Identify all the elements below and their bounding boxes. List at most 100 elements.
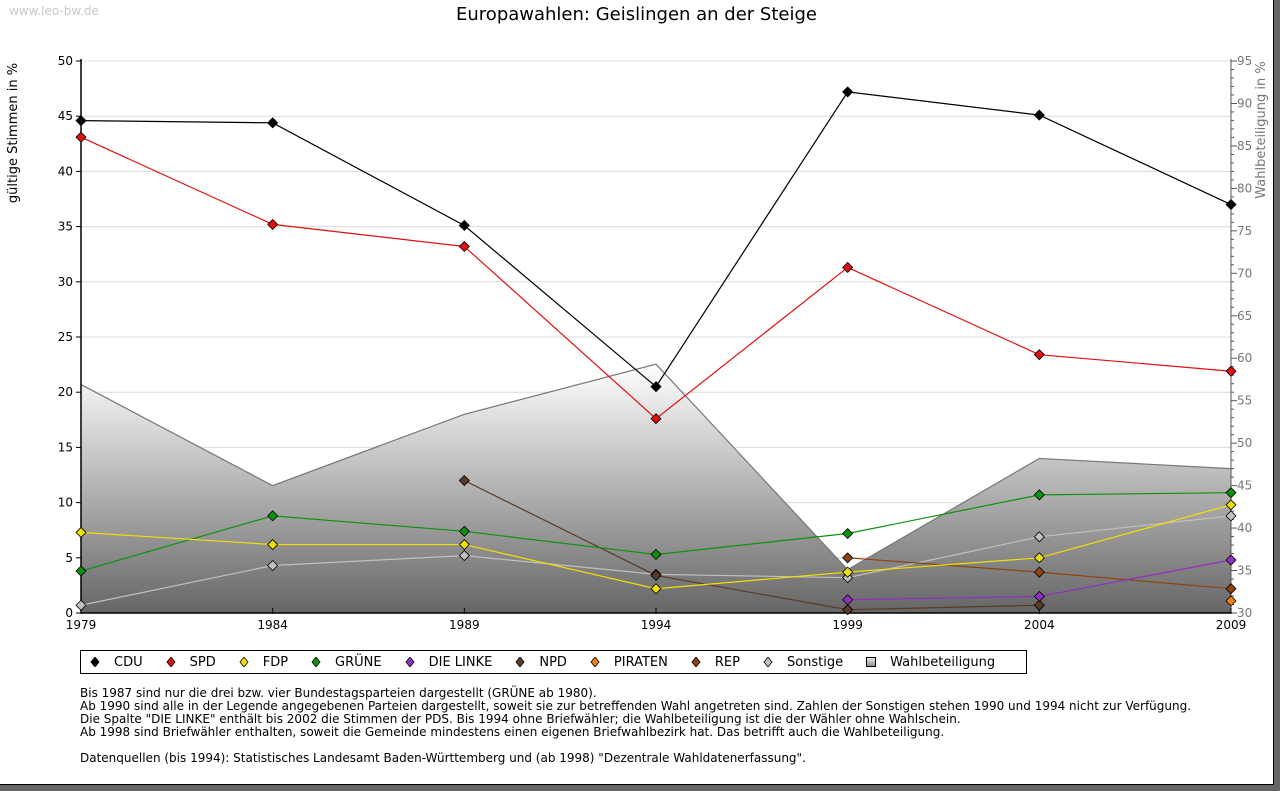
data-point: [650, 583, 662, 595]
legend-swatch: [590, 657, 600, 667]
legend-diamond-icon: [405, 657, 415, 667]
y-tick-label: 5: [65, 551, 73, 565]
series-layer: [75, 86, 1237, 616]
data-point: [650, 548, 662, 561]
legend-item: DIE LINKE: [405, 655, 492, 670]
legend-item: CDU: [90, 655, 143, 670]
y-tick-label: 15: [58, 440, 73, 454]
data-point: [1225, 583, 1237, 595]
data-point: [1033, 590, 1045, 603]
y-tick-label: 35: [58, 220, 73, 234]
y2-axis-label: Wahlbeteiligung in %: [1254, 61, 1269, 198]
chart-title: Europawahlen: Geislingen an der Steige: [456, 4, 817, 25]
data-point: [1033, 552, 1045, 564]
data-point: [458, 525, 470, 537]
source-note: Datenquellen (bis 1994): Statistisches L…: [80, 751, 806, 765]
legend-item: SPD: [166, 655, 216, 670]
legend-swatch: [311, 657, 321, 667]
series-line: [80, 91, 1232, 388]
data-point: [1033, 489, 1045, 501]
series-rep: [842, 552, 1237, 595]
data-point: [650, 381, 662, 393]
legend-item: GRÜNE: [311, 655, 382, 670]
data-point: [1033, 349, 1045, 361]
y2-tick-label: 70: [1237, 266, 1252, 280]
y2-tick-label: 35: [1237, 564, 1252, 578]
series-fdp: [75, 499, 1237, 595]
legend-item: Wahlbeteiligung: [866, 655, 995, 670]
turnout-area-edge: [80, 363, 1232, 571]
data-point: [458, 538, 470, 551]
legend-diamond-icon: [166, 657, 176, 667]
data-point: [267, 218, 279, 230]
x-tick-label: 1999: [832, 618, 863, 632]
data-point: [75, 115, 87, 127]
y-tick-label: 50: [58, 54, 73, 68]
legend-item: Sonstige: [763, 655, 843, 670]
legend-swatch: [866, 657, 877, 667]
data-point: [267, 510, 279, 522]
data-point: [458, 550, 470, 562]
data-point: [75, 131, 87, 143]
legend-item: NPD: [515, 655, 567, 670]
legend-swatch: [515, 657, 525, 667]
series-grüne: [75, 487, 1237, 577]
data-point: [650, 569, 662, 582]
legend-label: REP: [714, 654, 740, 670]
data-point: [842, 261, 854, 274]
data-point: [75, 565, 87, 577]
data-point: [458, 219, 470, 232]
data-point: [1225, 499, 1237, 511]
y2-tick-label: 60: [1237, 351, 1252, 365]
y-tick-label: 25: [58, 330, 73, 344]
note-line: Bis 1987 sind nur die drei bzw. vier Bun…: [80, 686, 597, 700]
data-point: [1033, 599, 1045, 611]
data-point: [842, 604, 854, 616]
legend-square-icon: [866, 657, 877, 667]
data-point: [458, 240, 470, 253]
watermark: www.leo-bw.de: [9, 4, 99, 18]
data-point: [75, 599, 87, 611]
legend-label: FDP: [262, 654, 289, 670]
legend-diamond-icon: [691, 657, 701, 667]
data-point: [267, 538, 279, 551]
data-point: [267, 559, 279, 572]
legend-label: Wahlbeteiligung: [890, 654, 996, 670]
y-tick-label: 45: [58, 109, 73, 123]
legend-diamond-icon: [515, 657, 525, 667]
y-tick-label: 10: [58, 496, 73, 510]
notes: Bis 1987 sind nur die drei bzw. vier Bun…: [80, 687, 1191, 765]
legend-label: PIRATEN: [613, 654, 668, 670]
y2-tick-label: 95: [1237, 54, 1252, 68]
data-point: [1033, 566, 1045, 578]
y2-tick-label: 30: [1237, 606, 1252, 620]
x-tick-label: 1994: [641, 618, 672, 632]
legend-swatch: [691, 657, 701, 667]
y2-tick-label: 85: [1237, 139, 1252, 153]
legend: CDU SPD FDP GRÜNE DIE LINKE NPD PIRATEN REP Sons…: [80, 650, 1027, 674]
chart-svg: 0 5 10 15 20 25 30 35 40 45 50 30 35 40 45 50 55 60 65 70 75…: [6, 54, 1269, 632]
data-point: [842, 566, 854, 578]
legend-label: GRÜNE: [335, 654, 382, 670]
y2-tick-label: 90: [1237, 96, 1252, 110]
data-point: [458, 474, 470, 487]
legend-label: SPD: [189, 654, 216, 670]
turnout-area: [81, 364, 1231, 613]
y2-tick-label: 75: [1237, 224, 1252, 238]
x-tick-label: 2009: [1216, 618, 1247, 632]
series-npd: [458, 474, 1045, 616]
y2-tick-label: 40: [1237, 521, 1252, 535]
data-point: [75, 526, 87, 538]
legend-diamond-icon: [239, 657, 249, 667]
legend-item: FDP: [239, 655, 288, 670]
y-tick-label: 30: [58, 275, 73, 289]
y2-tick-label: 55: [1237, 394, 1252, 408]
data-point: [1225, 487, 1237, 499]
legend-swatch: [239, 657, 249, 667]
legend-item: PIRATEN: [590, 655, 668, 670]
data-point: [842, 86, 854, 98]
legend-swatch: [763, 657, 773, 667]
y2-tick-label: 80: [1237, 181, 1252, 195]
series-piraten: [1225, 595, 1237, 607]
